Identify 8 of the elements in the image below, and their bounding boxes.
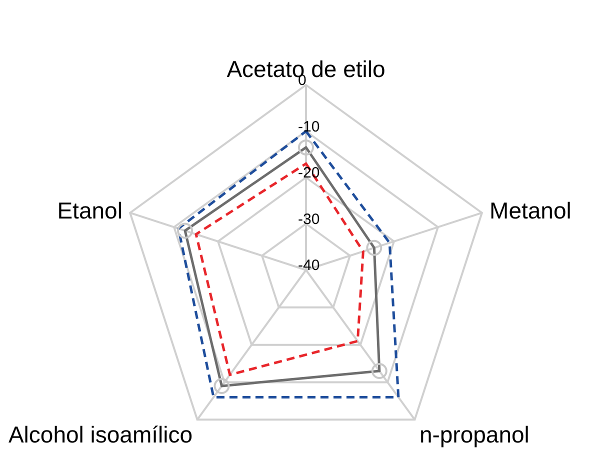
spoke-label: Alcohol isoamílico (8, 421, 193, 448)
y-tick-label: -20 (298, 164, 320, 182)
spoke-label: Etanol (57, 198, 122, 224)
spoke-label: Metanol (490, 198, 572, 224)
y-tick-label: -10 (298, 118, 320, 136)
y-tick-label: -30 (298, 210, 320, 228)
spoke-label: n-propanol (419, 421, 530, 448)
y-tick-label: -40 (298, 257, 320, 274)
